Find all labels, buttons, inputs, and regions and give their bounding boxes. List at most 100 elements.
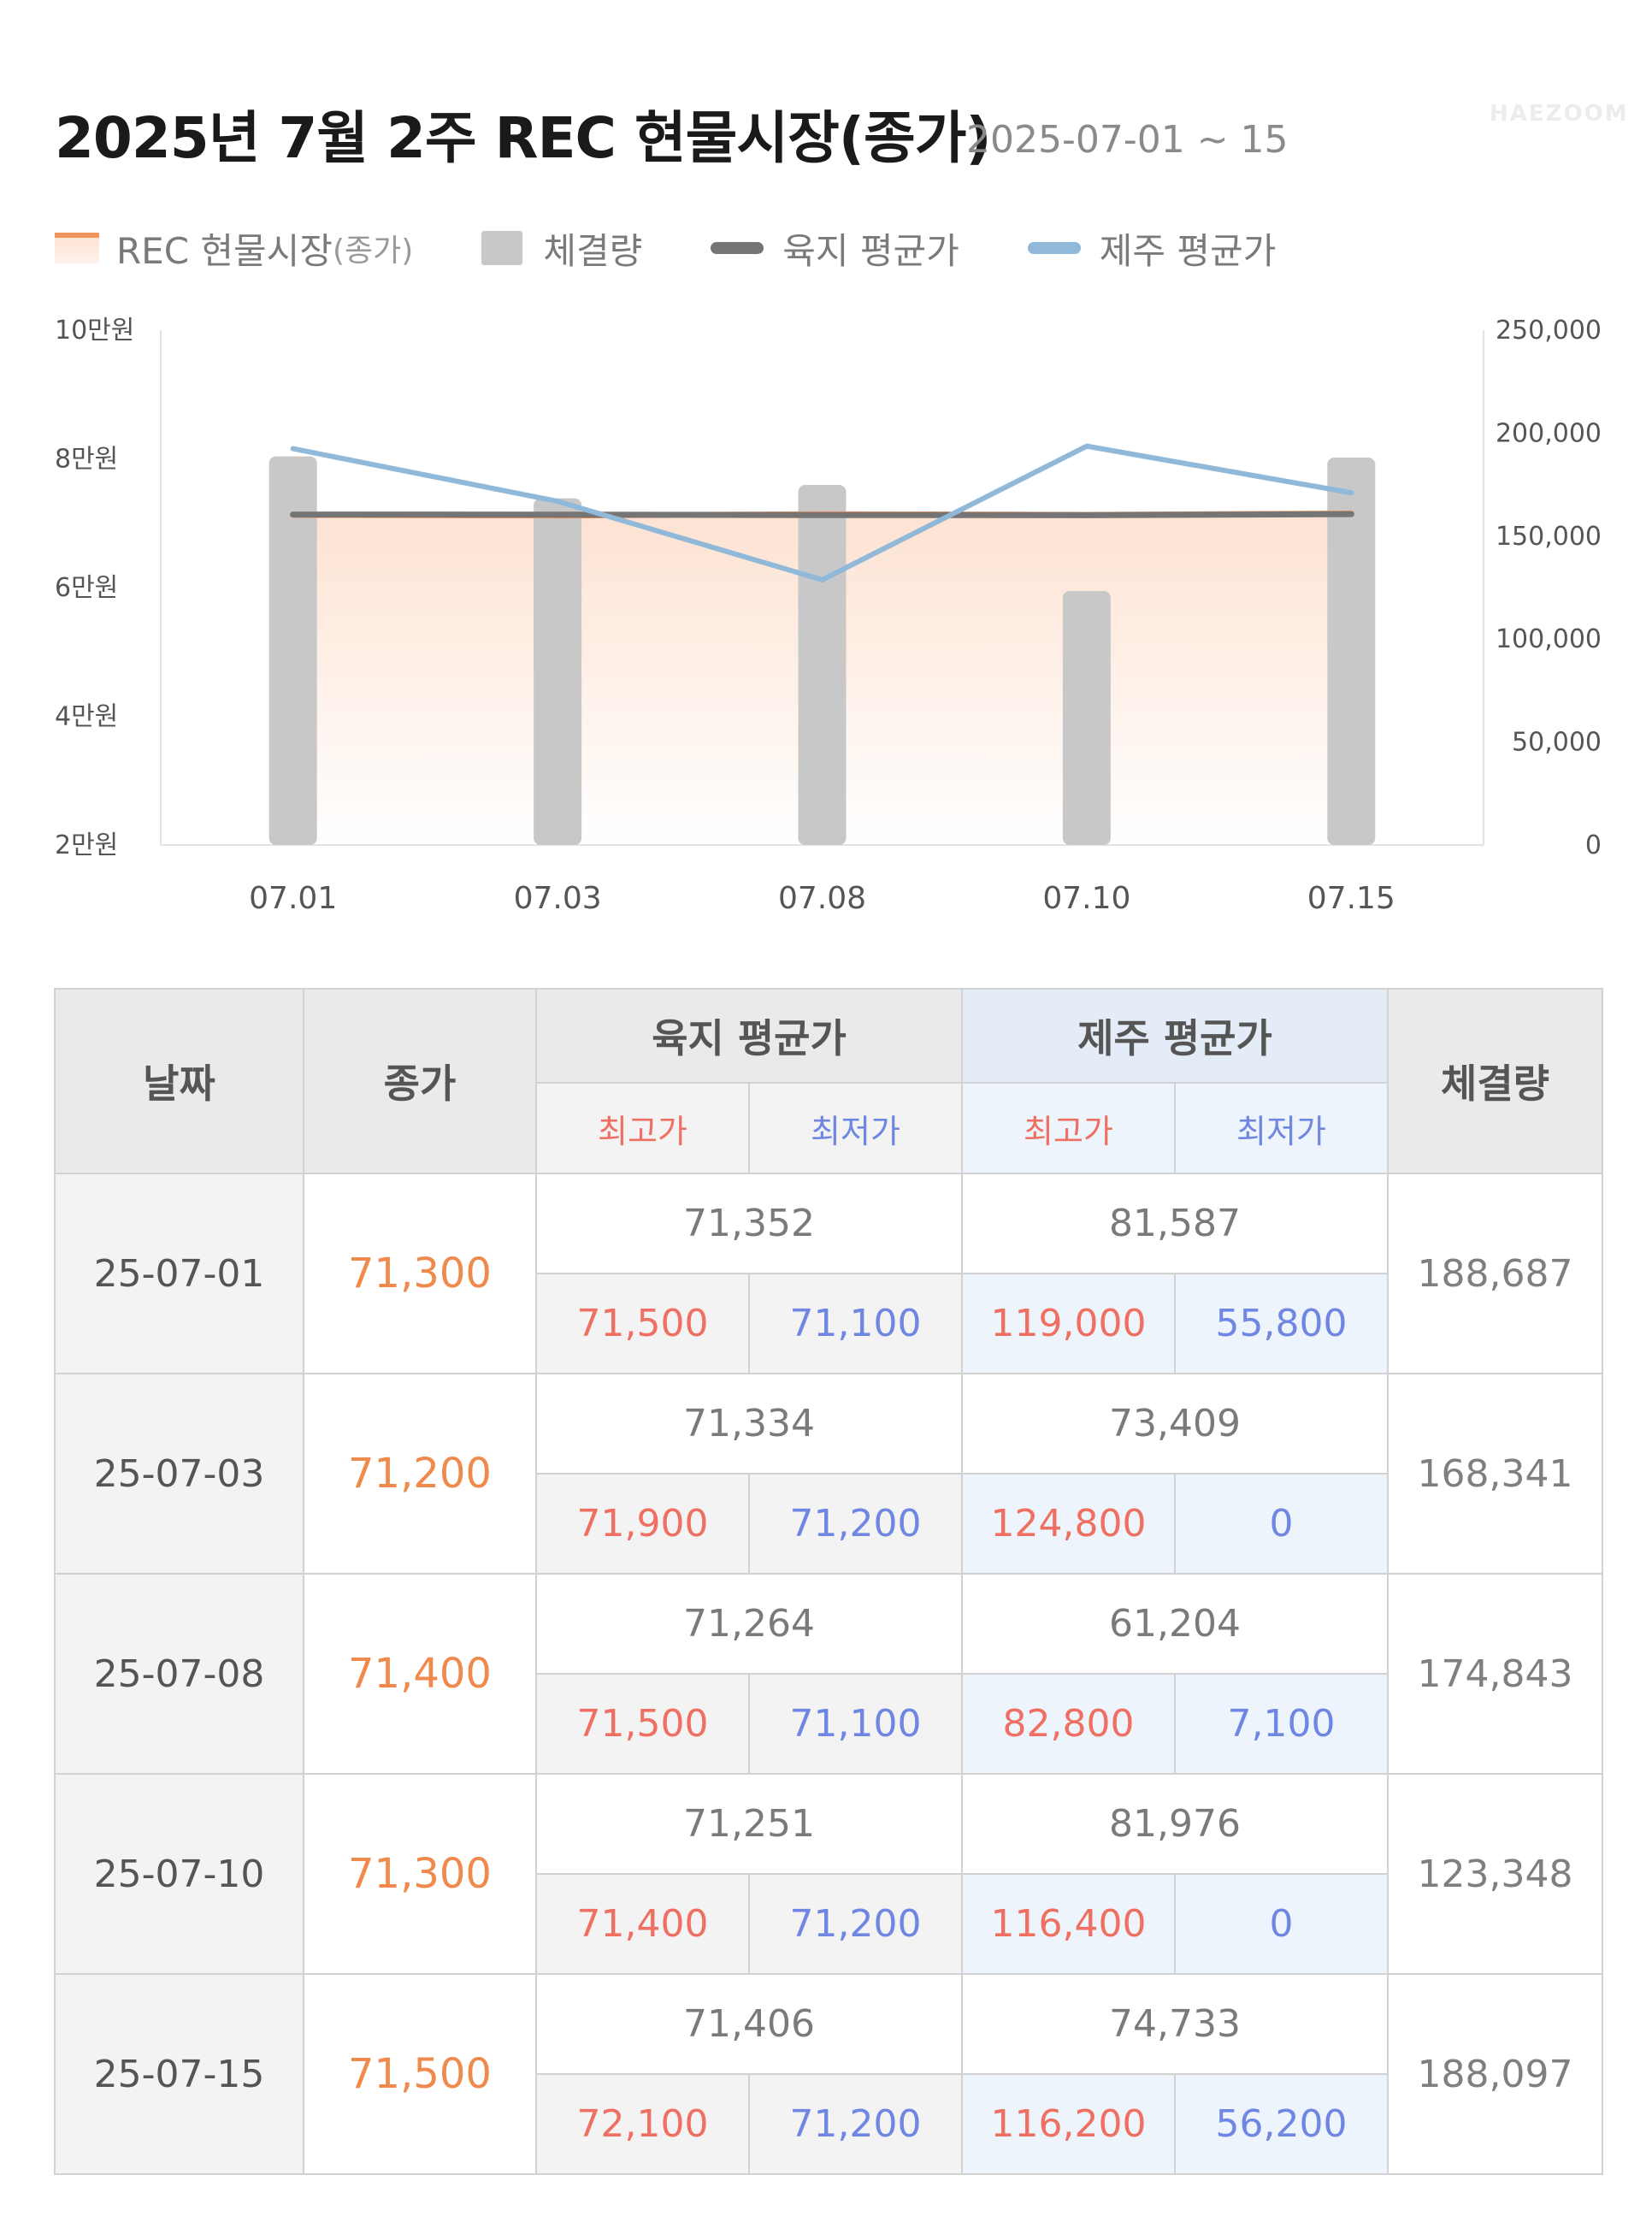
legend-item-mainland[interactable]: 육지 평균가 — [711, 222, 959, 275]
cell-jeju-low: 0 — [1174, 1873, 1389, 1975]
header-mainland: 육지 평균가 — [535, 988, 963, 1084]
volume-bar — [1062, 590, 1111, 845]
watermark-logo: HAEZOOM — [1490, 101, 1629, 127]
cell-mainland-avg: 71,251 — [535, 1773, 963, 1875]
volume-bar — [1327, 458, 1376, 845]
cell-volume: 123,348 — [1387, 1773, 1603, 1975]
cell-volume: 174,843 — [1387, 1573, 1603, 1775]
cell-mainland-high: 71,900 — [535, 1473, 750, 1575]
table-row: 25-07-08 71,400 71,264 61,204 174,843 — [54, 1573, 1603, 1775]
cell-close: 71,300 — [303, 1173, 537, 1374]
cell-close: 71,500 — [303, 1973, 537, 2175]
rec-area-swatch-icon — [55, 233, 99, 263]
cell-volume: 188,097 — [1387, 1973, 1603, 2175]
legend-mainland-label: 육지 평균가 — [782, 229, 959, 272]
cell-volume: 168,341 — [1387, 1373, 1603, 1575]
cell-jeju-low: 0 — [1174, 1473, 1389, 1575]
cell-mainland-high: 71,500 — [535, 1673, 750, 1775]
x-tick-label: 07.08 — [778, 881, 866, 916]
y-right-tick-label: 250,000 — [1496, 316, 1602, 346]
cell-jeju-low: 56,200 — [1174, 2073, 1389, 2175]
cell-mainland-high: 71,500 — [535, 1273, 750, 1374]
legend-item-jeju[interactable]: 제주 평균가 — [1027, 222, 1277, 275]
cell-mainland-high: 71,400 — [535, 1873, 750, 1975]
table-subrow: 71,500 71,100 119,000 55,800 — [55, 1273, 1602, 1374]
table-subrow: 71,900 71,200 124,800 0 — [55, 1473, 1602, 1575]
header-jeju-low: 최저가 — [1174, 1082, 1389, 1174]
cell-mainland-low: 71,200 — [748, 1873, 963, 1975]
y-right-tick-label: 150,000 — [1496, 522, 1602, 552]
x-tick-label: 07.10 — [1042, 881, 1130, 916]
y-left-tick-label: 8만원 — [55, 445, 118, 475]
y-right-tick-label: 100,000 — [1496, 624, 1602, 654]
cell-jeju-avg: 74,733 — [961, 1973, 1389, 2075]
x-tick-label: 07.15 — [1307, 881, 1395, 916]
cell-mainland-low: 71,200 — [748, 2073, 963, 2175]
cell-jeju-high: 124,800 — [961, 1473, 1176, 1575]
cell-close: 71,300 — [303, 1773, 537, 1975]
legend-rec-label: REC 현물시장 — [116, 229, 333, 272]
cell-date: 25-07-15 — [54, 1973, 304, 2175]
cell-mainland-high: 72,100 — [535, 2073, 750, 2175]
cell-jeju-avg: 81,587 — [961, 1173, 1389, 1274]
cell-close: 71,200 — [303, 1373, 537, 1575]
cell-jeju-low: 55,800 — [1174, 1273, 1389, 1374]
cell-mainland-avg: 71,264 — [535, 1573, 963, 1675]
table-row: 25-07-03 71,200 71,334 73,409 168,341 — [54, 1373, 1603, 1575]
table-subrow: 71,500 71,100 82,800 7,100 — [55, 1673, 1602, 1775]
header-date: 날짜 — [54, 988, 304, 1174]
cell-mainland-avg: 71,334 — [535, 1373, 963, 1474]
y-left-tick-label: 2만원 — [55, 830, 118, 860]
cell-mainland-low: 71,200 — [748, 1473, 963, 1575]
legend-item-volume[interactable]: 체결량 — [481, 222, 642, 275]
price-table: 날짜 종가 육지 평균가 제주 평균가 체결량 최고가 최저가 최고가 최저가 … — [54, 988, 1603, 2175]
y-right-tick-label: 50,000 — [1512, 728, 1602, 758]
cell-mainland-low: 71,100 — [748, 1273, 963, 1374]
cell-jeju-avg: 73,409 — [961, 1373, 1389, 1474]
cell-close: 71,400 — [303, 1573, 537, 1775]
cell-date: 25-07-08 — [54, 1573, 304, 1775]
jeju-avg-line — [290, 443, 1354, 582]
legend-rec-sub: (종가) — [332, 233, 414, 269]
volume-bar — [798, 484, 847, 845]
chart-legend: REC 현물시장 (종가) 체결량 육지 평균가 제주 평균가 — [55, 222, 1344, 274]
volume-bar — [268, 456, 317, 845]
table-row: 25-07-01 71,300 71,352 81,587 188,687 — [54, 1173, 1603, 1374]
header-jeju: 제주 평균가 — [961, 988, 1389, 1084]
cell-jeju-high: 116,400 — [961, 1873, 1176, 1975]
cell-jeju-avg: 61,204 — [961, 1573, 1389, 1675]
header-close: 종가 — [303, 988, 537, 1174]
y-left-tick-label: 4만원 — [55, 702, 118, 732]
cell-volume: 188,687 — [1387, 1173, 1603, 1374]
combo-chart: 2만원 4만원 6만원 8만원 10만원 0 50,000 100,000 150,000 200… — [55, 316, 1602, 916]
table-subrow: 71,400 71,200 116,400 0 — [55, 1873, 1602, 1975]
mainland-line-swatch-icon — [711, 242, 764, 254]
x-tick-label: 07.03 — [514, 881, 602, 916]
cell-date: 25-07-03 — [54, 1373, 304, 1575]
cell-jeju-high: 119,000 — [961, 1273, 1176, 1374]
cell-date: 25-07-01 — [54, 1173, 304, 1374]
cell-jeju-low: 7,100 — [1174, 1673, 1389, 1775]
cell-jeju-high: 116,200 — [961, 2073, 1176, 2175]
volume-bar — [534, 498, 582, 845]
header-volume: 체결량 — [1387, 988, 1603, 1174]
header-jeju-high: 최고가 — [961, 1082, 1176, 1174]
jeju-line-swatch-icon — [1027, 242, 1081, 254]
cell-jeju-avg: 81,976 — [961, 1773, 1389, 1875]
legend-item-rec[interactable]: REC 현물시장 (종가) — [55, 222, 413, 275]
legend-jeju-label: 제주 평균가 — [1099, 229, 1277, 272]
page-title: 2025년 7월 2주 REC 현물시장(종가) — [55, 105, 992, 171]
cell-date: 25-07-10 — [54, 1773, 304, 1975]
table-row: 25-07-10 71,300 71,251 81,976 123,348 — [54, 1773, 1603, 1975]
header-mainland-high: 최고가 — [535, 1082, 750, 1174]
y-left-tick-label: 6만원 — [55, 573, 118, 603]
x-tick-label: 07.01 — [249, 881, 337, 916]
cell-mainland-avg: 71,352 — [535, 1173, 963, 1274]
cell-mainland-low: 71,100 — [748, 1673, 963, 1775]
date-range: 2025-07-01 ~ 15 — [966, 118, 1289, 162]
y-right-tick-label: 0 — [1585, 830, 1602, 860]
table-subrow: 72,100 71,200 116,200 56,200 — [55, 2073, 1602, 2175]
y-left-tick-label: 10만원 — [55, 316, 134, 346]
y-right-tick-label: 200,000 — [1496, 418, 1602, 448]
cell-jeju-high: 82,800 — [961, 1673, 1176, 1775]
